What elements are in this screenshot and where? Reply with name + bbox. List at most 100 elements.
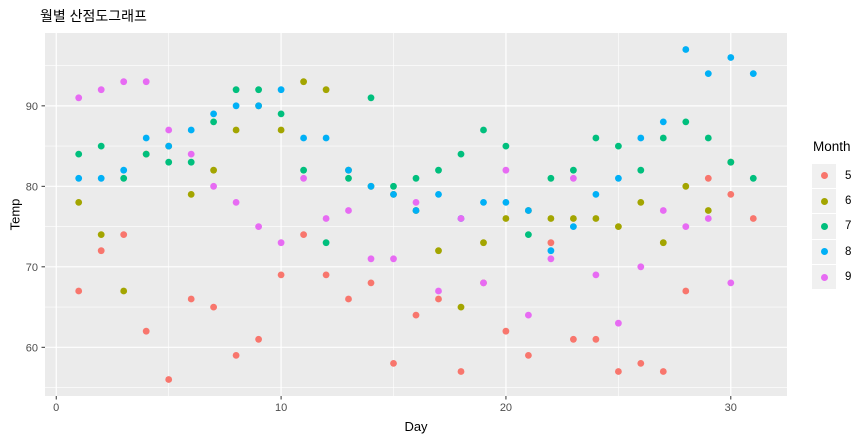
data-point-month-6 <box>210 166 218 174</box>
data-point-month-5 <box>525 352 532 359</box>
data-point-month-6 <box>637 199 645 206</box>
legend: Month 5 6 7 8 9 <box>812 139 851 290</box>
data-point-month-7 <box>232 86 240 94</box>
data-point-month-8 <box>232 102 240 110</box>
data-point-month-6 <box>704 207 712 214</box>
data-point-month-6 <box>682 182 690 190</box>
data-point-month-7 <box>682 118 690 126</box>
y-tick-label: 60 <box>26 342 38 354</box>
data-point-month-9 <box>480 279 487 287</box>
data-point-month-8 <box>637 134 645 142</box>
data-point-month-9 <box>592 271 600 279</box>
data-point-month-9 <box>255 223 262 231</box>
y-tick-label: 70 <box>26 262 38 274</box>
data-point-month-9 <box>187 150 195 158</box>
data-point-month-7 <box>727 158 735 166</box>
data-point-month-5 <box>727 191 735 198</box>
data-point-month-5 <box>300 231 307 239</box>
data-point-month-8 <box>749 70 757 77</box>
data-point-month-7 <box>547 174 555 182</box>
data-point-month-5 <box>637 360 645 367</box>
data-point-month-8 <box>547 247 555 255</box>
data-point-month-5 <box>165 376 173 383</box>
data-point-month-9 <box>525 311 532 319</box>
legend-title: Month <box>813 139 851 154</box>
data-point-month-6 <box>502 215 510 222</box>
data-point-month-9 <box>547 255 555 263</box>
data-point-month-5 <box>547 239 555 247</box>
legend-label: 9 <box>845 271 852 284</box>
data-point-month-9 <box>277 239 285 247</box>
data-point-month-5 <box>570 335 577 343</box>
data-point-month-8 <box>615 174 622 182</box>
data-point-month-7 <box>412 174 420 182</box>
data-point-month-6 <box>322 86 330 94</box>
legend-dot-icon <box>820 222 828 230</box>
legend-dot-icon <box>820 172 828 180</box>
data-point-month-6 <box>187 191 195 198</box>
data-point-month-8 <box>165 142 173 150</box>
data-point-month-8 <box>97 174 105 182</box>
data-point-month-7 <box>255 86 262 94</box>
data-point-month-6 <box>232 126 240 134</box>
data-point-month-6 <box>435 247 442 255</box>
y-axis-title: Temp <box>7 198 23 231</box>
data-point-month-6 <box>457 303 465 311</box>
legend-item-6: 6 <box>812 188 851 214</box>
data-point-month-6 <box>570 215 577 222</box>
legend-dot-icon <box>820 248 828 256</box>
data-point-month-8 <box>210 110 218 118</box>
data-point-month-8 <box>525 207 532 214</box>
data-point-month-5 <box>659 368 667 375</box>
data-point-month-5 <box>390 360 397 367</box>
data-point-month-8 <box>255 102 262 110</box>
data-point-month-9 <box>75 94 83 102</box>
legend-label: 7 <box>845 220 852 233</box>
data-point-month-7 <box>637 166 645 174</box>
data-point-month-5 <box>97 247 105 255</box>
legend-items: 5 6 7 8 9 <box>812 163 851 290</box>
data-point-month-7 <box>277 110 285 118</box>
chart-title: 월별 산점도그래프 <box>40 8 147 24</box>
data-point-month-7 <box>704 134 712 142</box>
data-point-month-9 <box>659 207 667 214</box>
data-point-month-9 <box>210 182 218 190</box>
legend-key <box>812 265 836 290</box>
data-point-month-7 <box>300 166 307 174</box>
data-point-month-5 <box>187 295 195 303</box>
legend-label: 8 <box>845 245 852 258</box>
data-point-month-7 <box>659 134 667 142</box>
data-point-month-5 <box>232 352 240 359</box>
data-point-month-6 <box>547 215 555 222</box>
data-point-month-8 <box>592 191 600 198</box>
data-point-month-9 <box>637 263 645 271</box>
data-point-month-8 <box>570 223 577 231</box>
data-point-month-9 <box>570 174 577 182</box>
data-point-month-8 <box>75 174 83 182</box>
data-point-month-7 <box>502 142 510 150</box>
data-point-month-5 <box>502 327 510 335</box>
data-point-month-9 <box>232 199 240 206</box>
data-point-month-5 <box>255 335 262 343</box>
data-point-month-9 <box>615 319 622 327</box>
data-point-month-5 <box>345 295 352 303</box>
data-point-month-5 <box>412 311 420 319</box>
legend-item-8: 8 <box>812 239 852 265</box>
data-point-month-9 <box>412 199 420 206</box>
x-axis-title: Day <box>404 419 428 434</box>
data-point-month-8 <box>187 126 195 134</box>
data-point-month-6 <box>97 231 105 239</box>
data-point-month-9 <box>367 255 375 263</box>
data-point-month-9 <box>345 207 352 214</box>
data-point-month-9 <box>682 223 690 231</box>
data-point-month-7 <box>120 174 128 182</box>
y-tick-label: 80 <box>26 181 38 193</box>
data-point-month-9 <box>727 279 735 287</box>
data-point-month-6 <box>659 239 667 247</box>
data-point-month-8 <box>727 54 735 61</box>
data-point-month-5 <box>749 215 757 222</box>
data-point-month-9 <box>322 215 330 222</box>
data-point-month-5 <box>615 368 622 375</box>
legend-dot-icon <box>820 273 828 281</box>
